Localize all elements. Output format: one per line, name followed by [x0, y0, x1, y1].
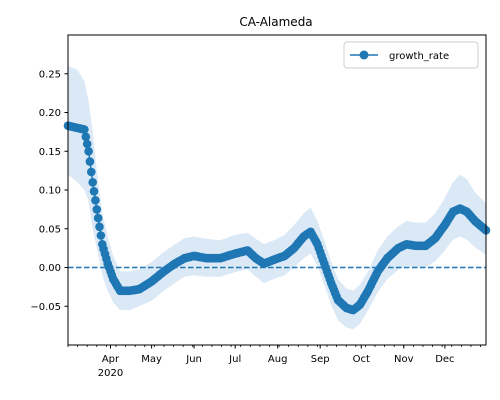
- x-tick-label: Oct: [353, 354, 370, 365]
- legend: growth_rate: [343, 41, 479, 69]
- y-tick-label: 0.05: [39, 224, 61, 235]
- data-point: [82, 139, 92, 149]
- y-tick-label: 0.15: [39, 147, 61, 158]
- x-tick-label: May: [141, 354, 162, 365]
- x-tick-label: Nov: [394, 354, 414, 365]
- y-tick-label: 0.10: [39, 186, 61, 197]
- x-tick-label: Aug: [268, 354, 288, 365]
- x-tick-label: Jun: [185, 354, 202, 365]
- y-tick-label: 0.00: [39, 263, 61, 274]
- data-point: [96, 231, 106, 240]
- data-point: [85, 157, 95, 166]
- chart-title: CA-Alameda: [239, 15, 312, 29]
- y-tick-label: 0.20: [39, 108, 61, 119]
- legend-label-growth-rate: growth_rate: [389, 51, 449, 62]
- axes-layer: −0.05 0.00 0.05 0.10 0.15 0.20 0.25 Apr 2020 May J…: [30, 34, 487, 379]
- x-tick-label: Sep: [311, 354, 330, 365]
- x-tick-label: Apr: [102, 354, 120, 365]
- data-point: [87, 167, 96, 177]
- x-tick-year-label: 2020: [98, 368, 123, 379]
- x-tick-label: Dec: [435, 354, 454, 365]
- data-point: [81, 132, 91, 142]
- y-tick-label: −0.05: [30, 302, 61, 313]
- series-layer: [63, 121, 491, 315]
- legend-box: [343, 41, 479, 69]
- data-point: [93, 213, 103, 223]
- data-point: [88, 178, 97, 187]
- data-point: [91, 196, 100, 205]
- data-point: [84, 147, 93, 156]
- data-point: [95, 222, 104, 232]
- y-tick-label: 0.25: [39, 69, 61, 80]
- x-tick-label: Jul: [228, 354, 241, 365]
- data-point: [92, 205, 102, 214]
- legend-marker-swatch: [359, 50, 369, 60]
- data-point: [89, 187, 99, 196]
- data-point: [80, 125, 89, 134]
